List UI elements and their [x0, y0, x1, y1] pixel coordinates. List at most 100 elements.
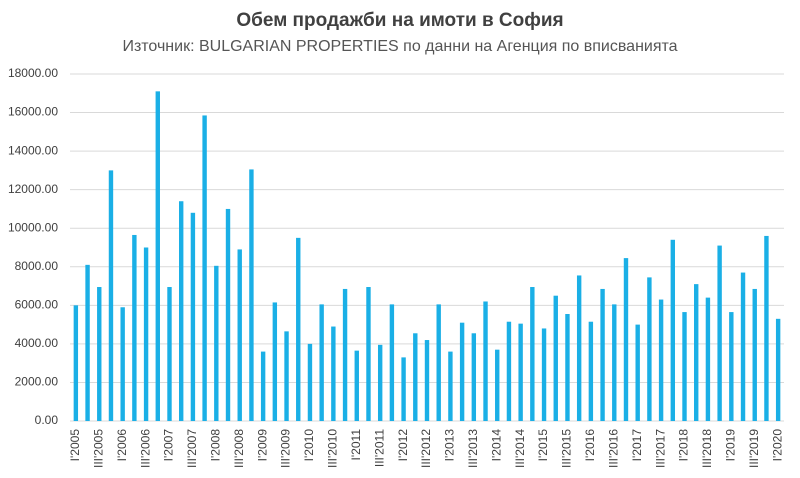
x-tick-label: I'2009: [255, 429, 269, 462]
bar: [190, 212, 196, 421]
bar: [764, 235, 769, 421]
x-tick-label: I'2006: [115, 429, 129, 462]
bar: [483, 301, 488, 421]
x-tick-label: III'2017: [653, 429, 667, 468]
bar: [717, 245, 722, 421]
bar: [600, 288, 605, 421]
bar: [705, 297, 711, 421]
x-tick-label: III'2010: [326, 429, 340, 468]
bar: [541, 328, 547, 421]
x-tick-label: III'2012: [419, 429, 433, 468]
bar: [296, 237, 301, 421]
bar: [319, 304, 324, 421]
x-tick-label: III'2014: [513, 429, 527, 468]
bar: [740, 272, 746, 421]
x-tick-label: III'2019: [747, 429, 761, 468]
x-tick-label: I'2011: [349, 429, 363, 461]
bar: [752, 288, 757, 421]
bar: [647, 277, 652, 421]
bar: [214, 265, 219, 421]
y-tick-label: 0.00: [35, 413, 59, 427]
chart-subtitle: Източник: BULGARIAN PROPERTIES по данни …: [122, 38, 677, 55]
bar: [413, 333, 418, 421]
bar: [167, 287, 172, 421]
y-tick-label: 16000.00: [8, 105, 58, 119]
bar: [272, 302, 278, 421]
bar: [354, 350, 359, 421]
y-tick-label: 18000.00: [8, 66, 58, 80]
bar: [694, 284, 699, 421]
bar: [670, 239, 676, 421]
bar: [108, 170, 114, 421]
x-tick-label: III'2007: [185, 429, 199, 468]
x-tick-label: III'2013: [466, 429, 480, 468]
bar: [155, 91, 160, 421]
y-tick-label: 4000.00: [15, 336, 59, 350]
bar: [471, 333, 477, 421]
bar: [260, 351, 266, 421]
bar: [565, 314, 570, 421]
bar: [366, 287, 371, 421]
y-tick-label: 6000.00: [15, 298, 59, 312]
bar: [307, 343, 313, 421]
bar: [202, 115, 207, 422]
bar: [729, 312, 734, 421]
bar: [658, 299, 664, 421]
bar: [389, 304, 395, 421]
bar: [143, 247, 149, 421]
bar: [775, 318, 781, 421]
x-tick-label: III'2009: [279, 429, 293, 468]
y-tick-label: 10000.00: [8, 220, 58, 234]
bar: [237, 249, 242, 421]
y-tick-label: 14000.00: [8, 143, 58, 157]
x-tick-label: I'2010: [302, 429, 316, 462]
bar: [249, 169, 254, 421]
bar: [495, 349, 500, 421]
x-tick-label: I'2016: [583, 429, 597, 462]
x-tick-label: III'2018: [700, 429, 714, 468]
bar: [424, 340, 430, 421]
y-tick-label: 8000.00: [15, 259, 59, 273]
bar: [178, 201, 184, 421]
bar: [588, 321, 594, 421]
bar: [459, 322, 465, 421]
y-tick-label: 2000.00: [15, 375, 59, 389]
bar: [73, 305, 79, 421]
x-tick-label: I'2019: [723, 429, 737, 462]
x-tick-label: III'2006: [138, 429, 152, 468]
x-tick-label: I'2017: [630, 429, 644, 462]
chart-title: Обем продажби на имоти в София: [236, 10, 563, 31]
bar: [284, 331, 289, 421]
bar: [530, 287, 535, 421]
bar: [448, 351, 453, 421]
x-tick-label: I'2005: [68, 429, 82, 462]
x-tick-label: I'2020: [770, 429, 784, 462]
bar: [331, 326, 336, 421]
bar: [576, 275, 582, 421]
x-tick-label: III'2016: [606, 429, 620, 468]
x-tick-label: I'2008: [208, 429, 222, 462]
bar: [225, 208, 231, 421]
x-tick-label: III'2015: [560, 429, 574, 468]
bar: [635, 324, 640, 421]
x-tick-label: I'2014: [489, 429, 503, 462]
bar: [401, 357, 406, 421]
x-tick-label: III'2011: [372, 429, 386, 467]
bar: [682, 312, 687, 421]
bar: [623, 258, 629, 421]
x-tick-label: III'2008: [232, 429, 246, 468]
bar: [120, 307, 125, 421]
bar: [97, 287, 102, 421]
x-tick-label: I'2015: [536, 429, 550, 462]
x-tick-label: III'2005: [91, 429, 105, 468]
bar: [377, 344, 383, 421]
bar: [132, 234, 137, 421]
bar: [612, 304, 617, 421]
bar: [342, 288, 348, 421]
bar: [553, 295, 558, 421]
x-tick-label: I'2007: [162, 429, 176, 462]
x-tick-label: I'2013: [443, 429, 457, 462]
bar: [85, 264, 90, 421]
bar: [436, 304, 441, 421]
